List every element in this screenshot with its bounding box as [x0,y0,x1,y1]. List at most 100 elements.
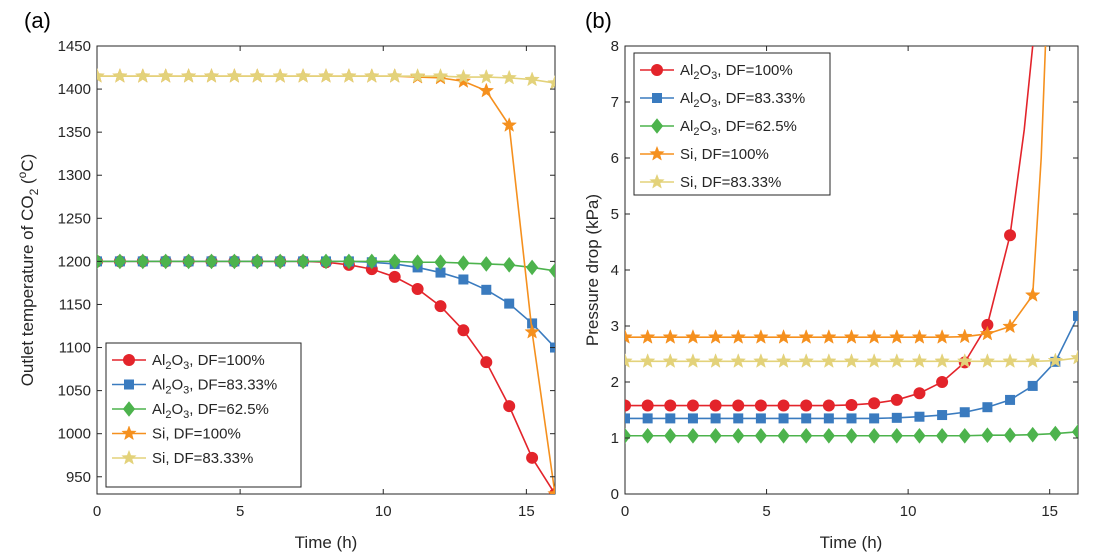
legend-entry: Al2O3, DF=83.33% [112,377,277,397]
data-point [891,412,902,423]
data-point [845,398,858,411]
y-axis-label-a: Outlet temperature of CO2 (oC) [15,154,41,387]
data-point [159,253,172,270]
data-point [365,253,378,270]
data-point [956,328,973,344]
series-2 [97,253,555,279]
data-point [526,451,539,464]
data-point [457,255,470,271]
data-point [843,353,860,368]
y-tick-label: 2 [611,374,619,391]
data-point [823,413,834,424]
data-point [480,256,493,272]
data-point [913,427,926,444]
data-point [707,353,724,368]
series-3 [625,46,1047,344]
data-point [732,427,745,444]
data-point [455,68,472,84]
data-point [524,323,540,339]
data-point [625,427,632,444]
legend-box [633,52,831,196]
y-tick-label: 1 [611,430,619,447]
data-point [503,257,516,273]
data-point [801,413,812,424]
data-point [1026,426,1039,443]
data-point [363,67,380,83]
data-point [733,413,744,424]
data-point [664,427,677,444]
data-point [434,254,447,271]
data-point [956,353,973,368]
data-point [295,67,311,83]
data-point [777,427,790,444]
data-point [296,253,310,270]
y-tick-label: 4 [611,262,619,279]
data-point [480,356,493,369]
data-point [730,328,747,344]
data-point [686,399,699,412]
data-point [686,427,700,444]
data-point [1047,352,1064,368]
data-point [455,73,472,88]
data-point [890,393,903,406]
data-point [639,328,656,344]
data-point [821,353,837,368]
data-point [411,282,424,295]
data-point [274,253,287,270]
legend-entry: Al2O3, DF=83.33% [640,90,805,110]
data-point [800,399,813,412]
legend-entry: Si, DF=100% [640,145,769,163]
data-point [754,427,768,444]
legend-marker [121,425,137,441]
data-point [845,427,858,444]
data-point [547,74,555,90]
data-point [775,353,792,368]
data-point [97,67,105,83]
legend-entry: Si, DF=83.33% [112,449,253,467]
data-point [911,353,928,368]
data-point [709,427,722,444]
data-point [775,328,792,344]
data-point [341,67,357,83]
data-point [685,353,701,368]
data-point [501,117,518,132]
data-point [687,413,698,424]
data-point [478,68,495,84]
panel-label-a: (a) [24,8,51,33]
data-point [134,67,151,83]
series-1 [625,310,1078,424]
data-point [625,353,633,368]
data-point [136,253,149,270]
data-point [888,353,905,368]
y-tick-label: 8 [611,38,619,55]
data-point [982,402,993,413]
data-point [411,254,424,271]
data-point [888,328,905,344]
axis-ticks-a: 0 5 10 15 950 1000 1050 1100 1150 1200 1250 1300 135… [58,38,555,520]
data-point [822,427,835,444]
legend-label: Al2O3, DF=62.5% [152,401,269,421]
data-point [979,353,996,368]
data-point [662,328,679,344]
data-point [778,413,789,424]
x-tick-label: 15 [1041,503,1058,520]
data-point [1004,229,1017,242]
series-4 [625,349,1078,368]
data-point [319,253,333,270]
legend-box [105,342,302,488]
data-point [753,353,769,368]
y-tick-label: 1400 [58,81,91,98]
data-point [959,407,970,418]
data-point [641,399,654,412]
legend-entry: Si, DF=83.33% [640,173,781,191]
data-point [525,259,539,276]
data-point [730,353,747,368]
legend-marker [649,173,665,189]
x-axis-label-b: Time (h) [820,533,883,552]
data-point [226,67,243,83]
data-point [1003,427,1017,444]
data-point [868,427,881,444]
data-point [732,399,745,412]
y-axis-label-b: Pressure drop (kPa) [583,194,602,346]
data-point [936,376,949,388]
